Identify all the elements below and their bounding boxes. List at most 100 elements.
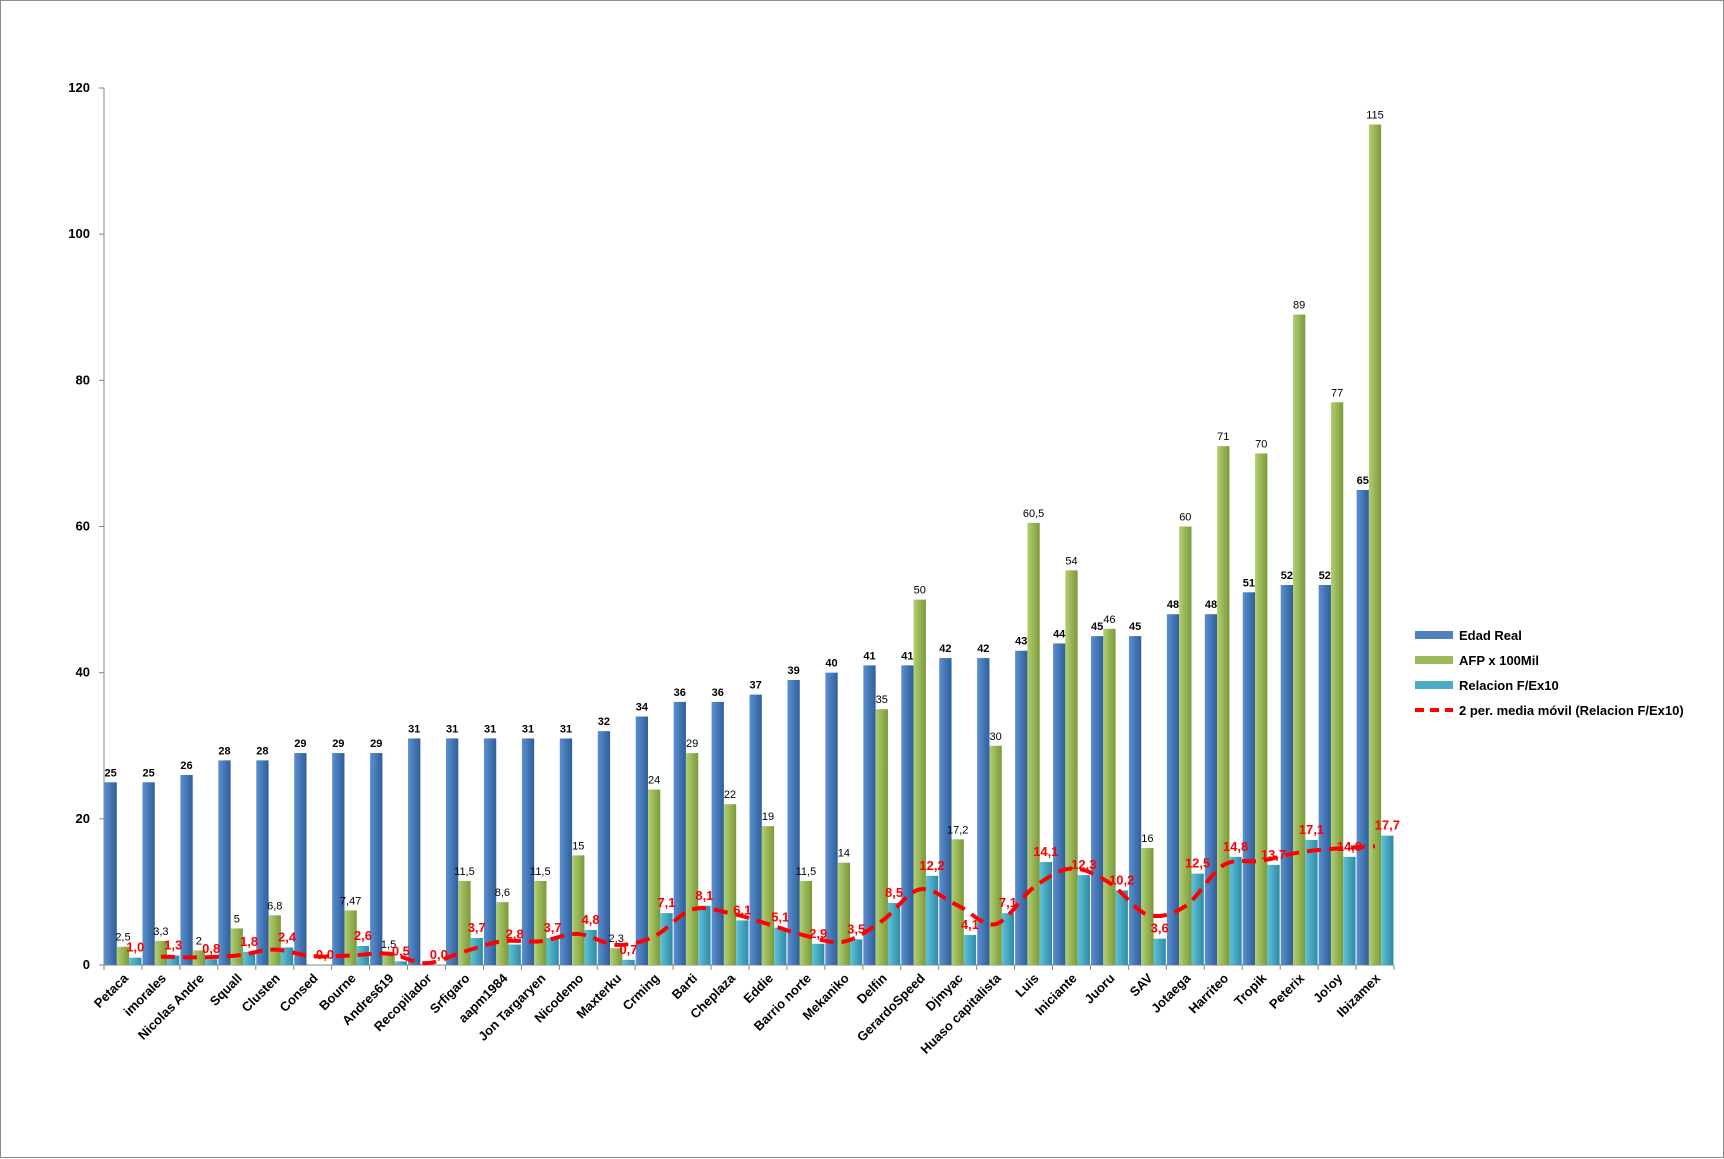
category-label: Juoru: [1081, 970, 1117, 1006]
y-tick-label: 120: [68, 80, 90, 95]
bar-afp: [913, 599, 926, 965]
data-label-edad-real: 29: [370, 738, 382, 750]
bar-relacion: [698, 905, 711, 965]
bar-relacion: [1001, 913, 1015, 965]
bar-afp: [723, 804, 737, 965]
y-tick-label: 20: [76, 811, 90, 826]
data-label-relacion: 3,6: [1151, 921, 1169, 936]
bar-relacion: [1229, 856, 1242, 965]
data-label-edad-real: 26: [180, 760, 192, 772]
bar-relacion: [812, 943, 825, 965]
data-label-afp: 6,8: [267, 900, 282, 912]
bar-afp: [837, 862, 851, 965]
data-label-afp: 115: [1366, 110, 1384, 122]
bar-afp: [875, 709, 888, 965]
data-label-edad-real: 45: [1091, 621, 1103, 633]
bar-afp: [685, 753, 699, 965]
category-label: Nicolas Andre: [135, 971, 207, 1043]
bar-edad-real: [445, 738, 459, 965]
bar-edad-real: [1204, 614, 1218, 965]
bar-afp: [192, 950, 206, 965]
bar-relacion: [546, 937, 559, 965]
bar-afp: [1292, 314, 1306, 965]
bar-relacion: [774, 927, 787, 965]
legend-label: AFP x 100Mil: [1459, 653, 1539, 668]
data-label-edad-real: 44: [1053, 628, 1066, 640]
bar-edad-real: [977, 658, 990, 965]
category-label: Delfin: [854, 970, 890, 1006]
data-label-afp: 35: [876, 694, 888, 706]
bar-afp: [1103, 628, 1116, 965]
data-label-edad-real: 29: [294, 738, 306, 750]
data-label-relacion: 0,0: [430, 947, 448, 962]
legend: Edad Real AFP x 100Mil Relacion F/Ex10 2 pe…: [1415, 628, 1684, 718]
data-label-relacion: 12,5: [1185, 856, 1210, 871]
bar-afp: [344, 910, 357, 965]
data-label-afp: 1,5: [381, 939, 396, 951]
category-label: Jon Targaryen: [475, 970, 548, 1043]
data-label-edad-real: 31: [522, 723, 534, 735]
bar-afp: [572, 855, 585, 965]
data-label-edad-real: 48: [1167, 599, 1179, 611]
bar-edad-real: [1356, 489, 1369, 965]
bar-relacion: [394, 961, 408, 965]
legend-swatch-edad-real: [1415, 631, 1453, 639]
bar-edad-real: [673, 701, 686, 965]
bar-relacion: [1267, 864, 1280, 965]
data-label-relacion: 8,5: [885, 885, 903, 900]
bar-afp: [268, 915, 281, 965]
category-label: Peterix: [1266, 970, 1308, 1012]
data-label-afp: 70: [1255, 438, 1267, 450]
data-label-relacion: 0,7: [619, 942, 637, 957]
bar-edad-real: [863, 665, 876, 965]
data-label-edad-real: 42: [977, 643, 989, 655]
bar-edad-real: [256, 760, 269, 965]
data-label-afp: 71: [1217, 431, 1229, 443]
data-label-edad-real: 65: [1357, 475, 1369, 487]
data-label-edad-real: 31: [560, 723, 572, 735]
bar-afp: [1065, 570, 1078, 965]
data-label-afp: 2: [196, 935, 202, 947]
bar-edad-real: [1015, 650, 1028, 965]
data-label-afp: 54: [1065, 555, 1077, 567]
data-label-edad-real: 40: [825, 658, 837, 670]
data-label-edad-real: 48: [1205, 599, 1217, 611]
bar-afp: [799, 880, 813, 965]
bar-afp: [647, 789, 661, 965]
legend-swatch-relacion: [1415, 681, 1453, 689]
y-tick-label: 60: [76, 519, 90, 534]
moving-average-line: [160, 844, 1376, 966]
category-label: Iniciante: [1032, 971, 1080, 1019]
data-label-relacion: 3,5: [847, 921, 865, 936]
bar-afp: [496, 902, 509, 965]
data-label-edad-real: 51: [1243, 577, 1255, 589]
bar-edad-real: [635, 716, 648, 965]
legend-label: 2 per. media móvil (Relacion F/Ex10): [1459, 703, 1684, 718]
bar-afp: [1368, 124, 1382, 965]
bar-edad-real: [180, 774, 193, 965]
bar-relacion: [1077, 875, 1090, 965]
bar-afp: [1330, 402, 1344, 966]
bar-afp: [1179, 526, 1192, 965]
data-label-relacion: 14,8: [1223, 839, 1248, 854]
data-labels: 25 2,51,0 25 3,31,3 26 2 0,8 28 51,8 28 6,8 2,4 29 0,…: [105, 110, 1400, 962]
bar-edad-real: [1128, 636, 1142, 965]
data-label-afp: 2,5: [115, 932, 130, 944]
data-label-edad-real: 32: [598, 716, 610, 728]
bar-relacion: [242, 951, 256, 965]
axes: 0 20 40 60 80 100 120: [68, 80, 1395, 972]
y-tick-label: 80: [76, 372, 90, 387]
bar-relacion: [1343, 856, 1356, 965]
bar-afp: [154, 940, 168, 965]
bar-relacion: [1039, 861, 1053, 965]
bar-relacion: [622, 959, 635, 965]
data-label-afp: 24: [648, 775, 660, 787]
data-label-relacion: 1,0: [126, 940, 144, 955]
bar-edad-real: [711, 701, 724, 965]
data-label-relacion: 7,1: [657, 895, 675, 910]
bar-relacion: [205, 959, 218, 965]
data-label-edad-real: 31: [408, 723, 420, 735]
data-label-afp: 5: [234, 913, 240, 925]
